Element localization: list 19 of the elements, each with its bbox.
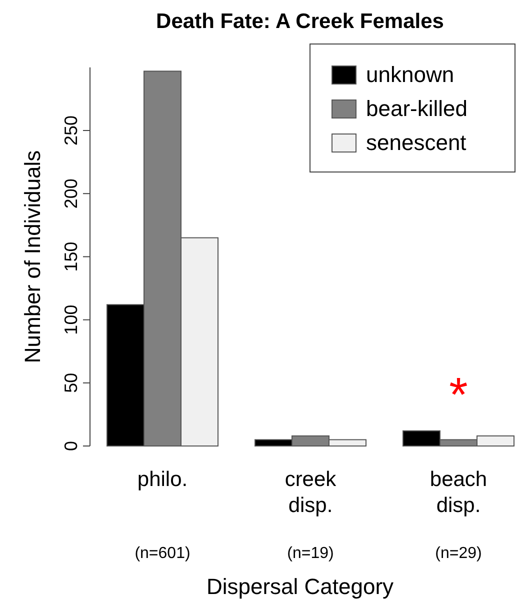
y-tick-label: 50 — [61, 372, 81, 393]
legend-label: unknown — [366, 62, 454, 87]
y-tick-label: 200 — [61, 178, 81, 209]
x-tick-label: creek disp. — [284, 468, 337, 517]
y-tick-label: 250 — [61, 115, 81, 146]
y-tick-label: 100 — [61, 304, 81, 335]
x-axis-title: Dispersal Category — [206, 574, 394, 599]
y-tick-label: 150 — [61, 242, 81, 272]
y-tick-label: 0 — [61, 440, 81, 452]
y-axis-title: Number of Individuals — [20, 150, 45, 364]
text: (n=601) — [134, 545, 190, 562]
x-tick-label: beach disp. — [430, 468, 488, 517]
chart-title: Death Fate: A Creek Females — [156, 10, 444, 33]
annotation: * — [449, 369, 468, 422]
legend-label: bear-killed — [366, 96, 468, 121]
legend-label: senescent — [366, 130, 466, 155]
x-tick-label: philo. — [137, 468, 188, 491]
text: (n=19) — [287, 545, 334, 562]
text: (n=29) — [435, 545, 482, 562]
